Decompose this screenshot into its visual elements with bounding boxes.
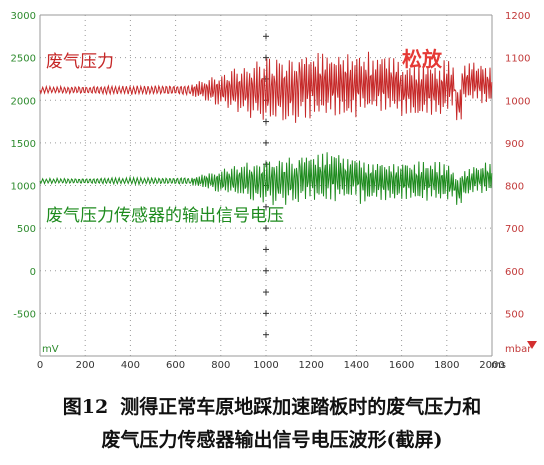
right-tick-label: 800 [505,182,524,193]
left-tick-label: 2500 [11,54,36,65]
left-tick-label: -500 [13,309,36,320]
right-tick-label: 1100 [505,54,530,65]
right-tick-label: 500 [505,309,524,320]
x-tick-label: 2000 [479,360,504,371]
right-tick-label: 1200 [505,11,530,22]
x-tick-label: 400 [121,360,140,371]
caption-text-1: 测得正常车原地踩加速踏板时的废气压力和 [120,396,482,418]
x-tick-label: 1600 [389,360,414,371]
x-tick-label: 200 [76,360,95,371]
sensor-voltage-waveform [39,152,493,206]
x-tick-label: 1800 [434,360,459,371]
right-axis-ticks: 1200 1100 1000 900 800 700 600 500 [505,11,530,320]
waveform-path [39,152,493,206]
right-tick-label: 600 [505,267,524,278]
pressure-trace-label: 废气压力 [46,52,114,72]
figure-number: 图12 [62,396,109,418]
left-tick-label: 0 [30,267,36,278]
scroll-down-arrow-icon[interactable] [527,341,537,349]
figure-caption-line-2: 废气压力传感器输出信号电压波形(截屏) [101,429,443,451]
left-axis-unit: mV [42,344,59,355]
exhaust-pressure-waveform [39,51,493,123]
left-tick-label: 1000 [11,182,36,193]
left-tick-label: 500 [17,224,36,235]
screen-background [0,0,544,380]
x-tick-label: 1000 [253,360,278,371]
figure-caption-line-1: 图12 测得正常车原地踩加速踏板时的废气压力和 [0,398,544,417]
x-tick-label: 1200 [298,360,323,371]
x-tick-label: 800 [211,360,230,371]
left-tick-label: 2000 [11,96,36,107]
left-tick-label: 3000 [11,11,36,22]
right-axis-unit: mbar [505,344,532,355]
x-tick-label: 1400 [344,360,369,371]
x-tick-label: 0 [37,360,43,371]
x-axis-ticks: 0 200 400 600 800 1000 1200 1400 1600 1800 2000 [37,360,505,371]
left-axis-ticks: 3000 2500 2000 1500 1000 500 0 -500 [11,11,36,320]
release-annotation: 松放 [402,47,443,71]
waveform-path [39,51,493,123]
right-tick-label: 700 [505,224,524,235]
voltage-trace-label: 废气压力传感器的输出信号电压 [46,206,284,226]
x-axis-unit: ms [491,360,506,371]
x-tick-label: 600 [166,360,185,371]
right-tick-label: 900 [505,139,524,150]
right-tick-label: 1000 [505,96,530,107]
left-tick-label: 1500 [11,139,36,150]
